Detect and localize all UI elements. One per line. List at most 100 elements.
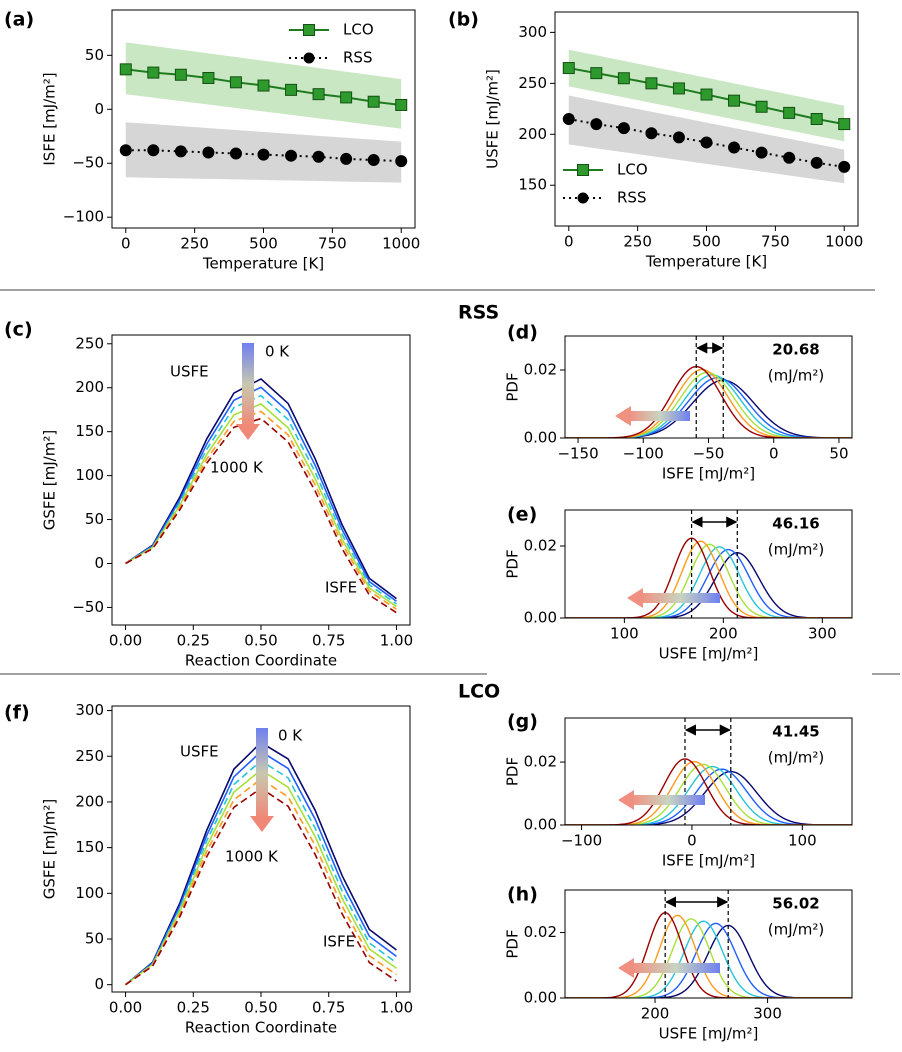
series-line (125, 778, 397, 986)
panel-label: (a) (4, 9, 34, 31)
y-tick-label: 300 (518, 23, 547, 41)
plot-area (568, 49, 845, 184)
series-line (125, 410, 397, 610)
y-tick-label: 0.00 (524, 609, 557, 627)
y-axis-label: PDF (504, 372, 522, 401)
x-tick-label: 100 (610, 625, 639, 643)
y-tick-label: 150 (518, 176, 547, 194)
y-tick-label: 250 (518, 74, 547, 92)
annotation: ISFE (325, 579, 357, 597)
series-line (125, 417, 397, 614)
gradient-arrow (641, 593, 720, 603)
y-tick-label: 0 (94, 100, 104, 118)
marker (312, 150, 325, 163)
marker (700, 136, 713, 149)
marker (838, 118, 851, 131)
marker (728, 94, 741, 107)
y-tick-label: −50 (72, 598, 104, 616)
marker (229, 76, 242, 89)
marker (783, 151, 796, 164)
panel: (e) 100 200 300 0.00 0.02 USFE [mJ/m²] PDF 46.16… (504, 504, 853, 663)
annotation: ISFE (323, 933, 355, 951)
section-label: LCO (458, 681, 500, 703)
density-curve (565, 765, 852, 825)
x-axis-label: Reaction Coordinate (185, 1019, 337, 1037)
density-curve (565, 768, 852, 825)
marker (590, 118, 603, 131)
y-tick-label: 0 (94, 554, 104, 572)
legend-marker (577, 164, 589, 176)
y-tick-label: 200 (75, 792, 104, 810)
panel-label: (d) (507, 322, 538, 344)
x-tick-label: 250 (623, 233, 652, 251)
marker (340, 152, 353, 165)
marker (147, 144, 160, 157)
legend-label: LCO (617, 161, 648, 179)
gradient-arrow (632, 963, 720, 973)
plot-frame (111, 334, 411, 626)
y-tick-label: 50 (85, 46, 104, 64)
y-axis-label: USFE [mJ/m²] (484, 69, 502, 169)
marker (147, 66, 160, 79)
y-tick-label: 300 (75, 701, 104, 719)
y-tick-label: 250 (75, 747, 104, 765)
x-tick-label: 0.25 (177, 999, 210, 1017)
plot-frame (564, 889, 853, 999)
delta-label: 46.16 (772, 515, 819, 533)
marker (202, 146, 215, 159)
x-tick-label: −50 (693, 445, 725, 463)
legend-label: LCO (343, 21, 374, 39)
gradient-arrow (632, 795, 705, 805)
gradient-arrow (242, 343, 254, 426)
density-curve (565, 760, 852, 825)
series-line (125, 386, 397, 602)
x-tick-label: 0 (687, 832, 697, 850)
gradient-arrow-head (627, 588, 643, 608)
x-tick-label: 0.50 (244, 999, 277, 1017)
marker (285, 149, 298, 162)
density-curve (565, 770, 852, 825)
series-line (125, 149, 402, 163)
x-tick-label: 1000 (382, 235, 420, 253)
y-tick-label: −50 (72, 154, 104, 172)
marker (395, 155, 408, 168)
x-axis-label: Temperature [K] (645, 253, 767, 271)
y-tick-label: 150 (75, 838, 104, 856)
series-line (125, 394, 397, 605)
y-tick-label: 0.02 (524, 753, 557, 771)
marker (367, 95, 380, 108)
x-axis-label: Reaction Coordinate (185, 652, 337, 670)
marker (810, 113, 823, 125)
y-tick-label: 250 (75, 334, 104, 352)
x-axis-label: USFE [mJ/m²] (659, 1025, 759, 1043)
y-tick-label: 200 (75, 378, 104, 396)
gradient-arrow (256, 728, 268, 818)
y-tick-label: 0.00 (524, 429, 557, 447)
annotation: 0 K (278, 727, 303, 745)
marker (119, 144, 132, 157)
marker (755, 100, 768, 113)
legend-marker (577, 192, 589, 204)
panel: (f) 0.00 0.25 0.50 0.75 1.00 0 50 100 150 200 250 30… (4, 701, 413, 1036)
x-tick-label: 0.00 (109, 632, 142, 650)
marker (645, 77, 658, 90)
marker (285, 83, 298, 96)
gradient-arrow (629, 411, 690, 421)
x-tick-label: 300 (753, 1005, 782, 1023)
marker (229, 147, 242, 160)
y-tick-label: 50 (85, 510, 104, 528)
panel-label: (g) (507, 711, 538, 733)
x-tick-label: 50 (829, 445, 848, 463)
gradient-arrow-head (236, 424, 260, 440)
x-tick-label: 1.00 (380, 999, 413, 1017)
panel-label: (h) (507, 884, 538, 906)
x-tick-label: 0.50 (244, 632, 277, 650)
marker (783, 106, 796, 119)
x-tick-label: 500 (249, 235, 278, 253)
y-axis-label: GSFE [mJ/m²] (41, 799, 59, 899)
y-axis-label: GSFE [mJ/m²] (41, 430, 59, 530)
x-axis-label: ISFE [mJ/m²] (662, 852, 755, 870)
x-tick-label: 250 (180, 235, 209, 253)
x-axis-label: USFE [mJ/m²] (659, 645, 759, 663)
y-axis-label: PDF (504, 757, 522, 786)
